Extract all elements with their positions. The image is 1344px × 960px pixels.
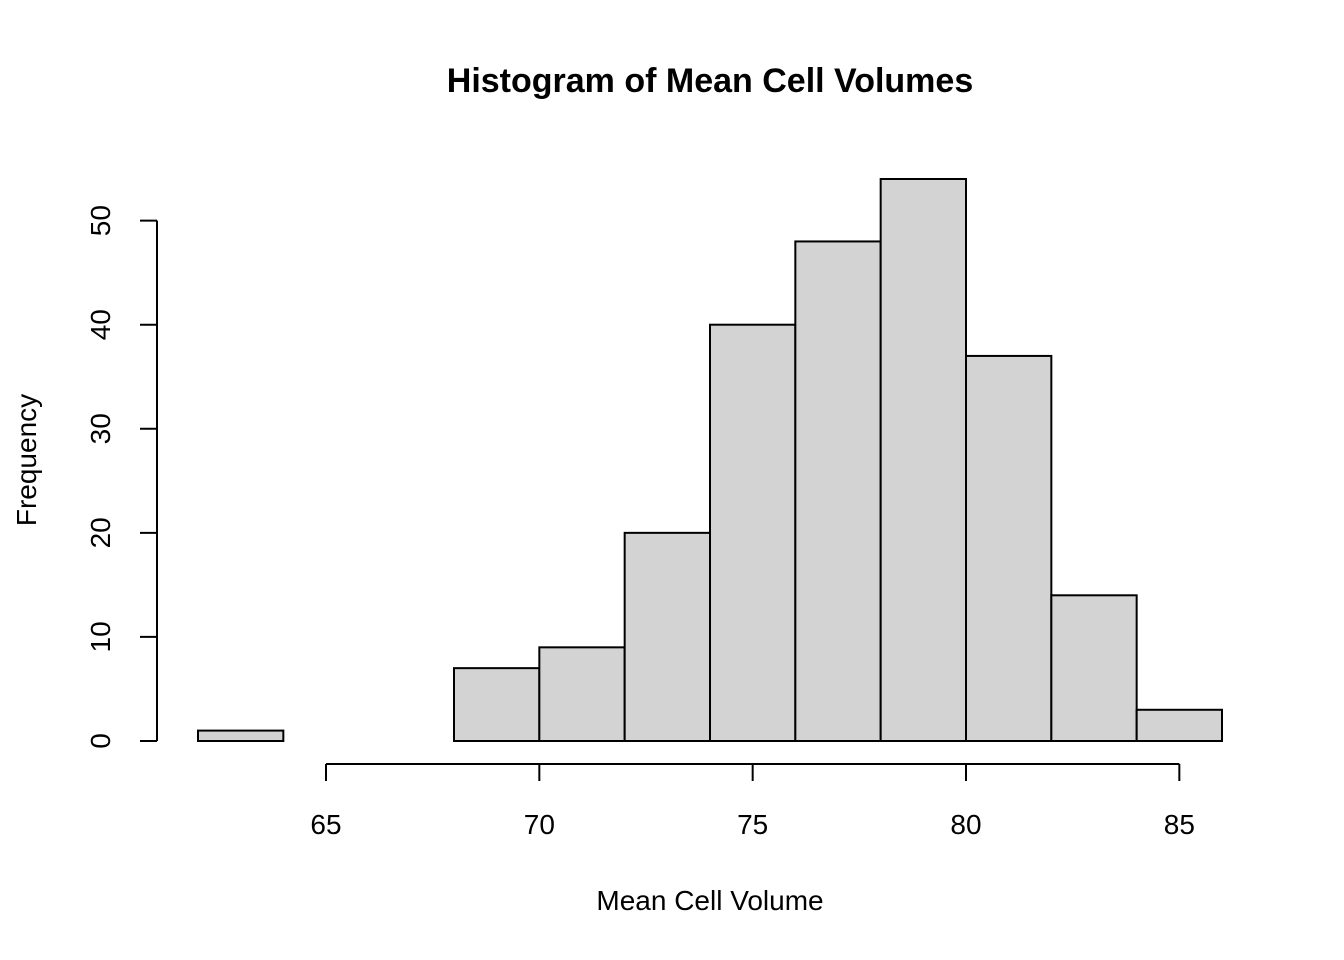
bars-layer [197, 178, 1223, 743]
y-tick-label: 20 [85, 517, 116, 548]
histogram-bar [709, 323, 797, 742]
x-tick-label: 85 [1164, 809, 1195, 840]
histogram-bar [538, 646, 626, 742]
y-tick-label: 40 [85, 309, 116, 340]
y-tick-label: 0 [85, 733, 116, 749]
histogram-bar [453, 667, 541, 742]
y-axis-title: Frequency [11, 394, 42, 526]
x-axis-title: Mean Cell Volume [596, 885, 823, 916]
y-axis: 0 10 20 30 40 50 [85, 205, 158, 749]
histogram-bar [965, 354, 1053, 742]
y-tick-label: 10 [85, 621, 116, 652]
chart-title: Histogram of Mean Cell Volumes [447, 62, 973, 100]
histogram-bar [1135, 708, 1223, 742]
x-tick-label: 70 [524, 809, 555, 840]
x-tick-label: 80 [950, 809, 981, 840]
histogram-bar [879, 178, 968, 742]
x-axis: 65 70 75 80 85 [310, 763, 1195, 840]
histogram-bar [623, 531, 712, 743]
histogram-bar [794, 240, 882, 742]
histogram-bar [197, 729, 285, 742]
histogram-bar [1050, 594, 1138, 743]
y-tick-label: 50 [85, 205, 116, 236]
y-tick-label: 30 [85, 413, 116, 444]
x-tick-label: 65 [310, 809, 341, 840]
x-tick-label: 75 [737, 809, 768, 840]
